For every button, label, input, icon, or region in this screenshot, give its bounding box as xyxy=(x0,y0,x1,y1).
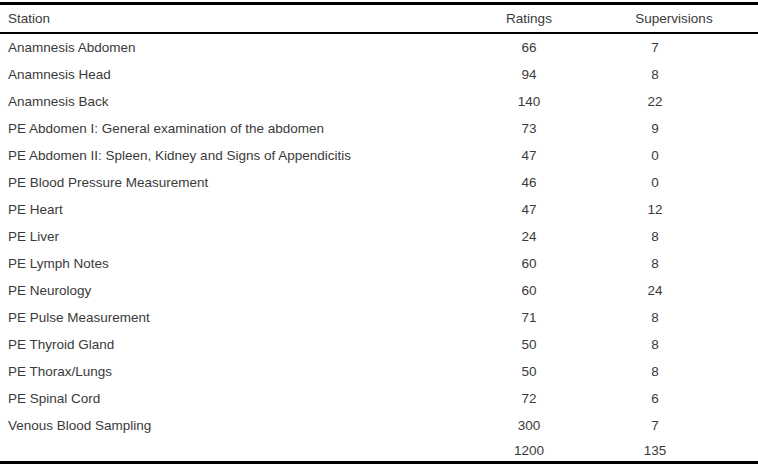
ratings-cell: 60 xyxy=(468,277,590,304)
total-row: 1200 135 xyxy=(0,439,758,463)
station-cell: PE Abdomen II: Spleen, Kidney and Signs … xyxy=(0,142,468,169)
supervisions-cell: 8 xyxy=(590,223,758,250)
supervisions-cell: 8 xyxy=(590,331,758,358)
ratings-cell: 73 xyxy=(468,115,590,142)
table-row: Venous Blood Sampling 300 7 xyxy=(0,412,758,439)
table-row: PE Abdomen I: General examination of the… xyxy=(0,115,758,142)
supervisions-cell: 8 xyxy=(590,304,758,331)
station-cell: PE Spinal Cord xyxy=(0,385,468,412)
table-row: PE Liver 24 8 xyxy=(0,223,758,250)
total-supervisions-cell: 135 xyxy=(590,439,758,463)
station-cell: PE Heart xyxy=(0,196,468,223)
supervisions-cell: 8 xyxy=(590,250,758,277)
supervisions-cell: 6 xyxy=(590,385,758,412)
table-row: PE Spinal Cord 72 6 xyxy=(0,385,758,412)
table-row: PE Blood Pressure Measurement 46 0 xyxy=(0,169,758,196)
ratings-cell: 50 xyxy=(468,331,590,358)
supervisions-cell: 24 xyxy=(590,277,758,304)
station-cell: PE Neurology xyxy=(0,277,468,304)
ratings-cell: 300 xyxy=(468,412,590,439)
table-row: PE Lymph Notes 60 8 xyxy=(0,250,758,277)
supervisions-cell: 9 xyxy=(590,115,758,142)
table-row: Anamnesis Abdomen 66 7 xyxy=(0,33,758,61)
header-row: Station Ratings Supervisions xyxy=(0,4,758,34)
table-row: Anamnesis Back 140 22 xyxy=(0,88,758,115)
ratings-cell: 72 xyxy=(468,385,590,412)
supervisions-cell: 8 xyxy=(590,358,758,385)
ratings-cell: 71 xyxy=(468,304,590,331)
supervisions-cell: 22 xyxy=(590,88,758,115)
table-row: PE Abdomen II: Spleen, Kidney and Signs … xyxy=(0,142,758,169)
ratings-cell: 60 xyxy=(468,250,590,277)
supervisions-cell: 0 xyxy=(590,169,758,196)
ratings-cell: 24 xyxy=(468,223,590,250)
station-cell: Anamnesis Abdomen xyxy=(0,33,468,61)
station-cell: PE Abdomen I: General examination of the… xyxy=(0,115,468,142)
column-header-station: Station xyxy=(0,4,468,34)
station-cell: PE Thorax/Lungs xyxy=(0,358,468,385)
ratings-cell: 50 xyxy=(468,358,590,385)
table-row: PE Thyroid Gland 50 8 xyxy=(0,331,758,358)
total-ratings-cell: 1200 xyxy=(468,439,590,463)
column-header-ratings: Ratings xyxy=(468,4,590,34)
ratings-cell: 66 xyxy=(468,33,590,61)
station-cell: Venous Blood Sampling xyxy=(0,412,468,439)
station-cell: PE Thyroid Gland xyxy=(0,331,468,358)
ratings-cell: 140 xyxy=(468,88,590,115)
ratings-cell: 47 xyxy=(468,196,590,223)
station-cell: Anamnesis Back xyxy=(0,88,468,115)
stations-table: Station Ratings Supervisions Anamnesis A… xyxy=(0,2,758,464)
ratings-cell: 47 xyxy=(468,142,590,169)
supervisions-cell: 7 xyxy=(590,33,758,61)
table-row: PE Pulse Measurement 71 8 xyxy=(0,304,758,331)
table-row: PE Thorax/Lungs 50 8 xyxy=(0,358,758,385)
station-cell: PE Lymph Notes xyxy=(0,250,468,277)
station-cell: PE Blood Pressure Measurement xyxy=(0,169,468,196)
supervisions-cell: 0 xyxy=(590,142,758,169)
supervisions-cell: 8 xyxy=(590,61,758,88)
ratings-cell: 94 xyxy=(468,61,590,88)
station-cell: PE Liver xyxy=(0,223,468,250)
supervisions-cell: 7 xyxy=(590,412,758,439)
total-station-cell xyxy=(0,439,468,463)
paper-table-page: Station Ratings Supervisions Anamnesis A… xyxy=(0,0,758,466)
column-header-supervisions: Supervisions xyxy=(590,4,758,34)
supervisions-cell: 12 xyxy=(590,196,758,223)
station-cell: PE Pulse Measurement xyxy=(0,304,468,331)
ratings-cell: 46 xyxy=(468,169,590,196)
table-row: PE Neurology 60 24 xyxy=(0,277,758,304)
table-row: PE Heart 47 12 xyxy=(0,196,758,223)
station-cell: Anamnesis Head xyxy=(0,61,468,88)
table-row: Anamnesis Head 94 8 xyxy=(0,61,758,88)
